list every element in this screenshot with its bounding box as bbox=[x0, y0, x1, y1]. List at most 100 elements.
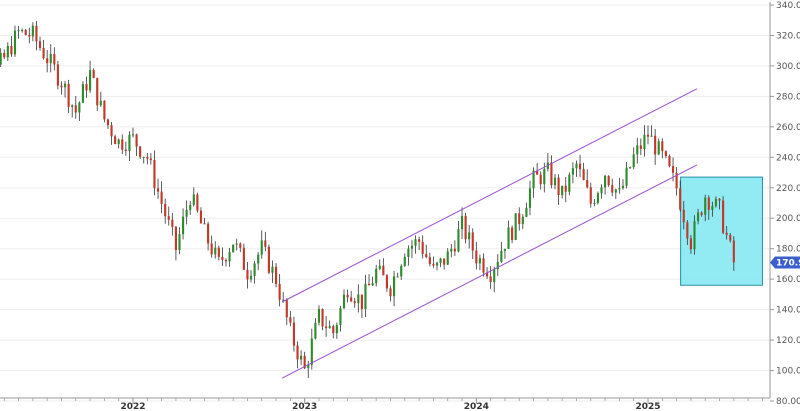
candle-body bbox=[210, 243, 213, 255]
y-tick-label: 240.00 bbox=[776, 153, 800, 163]
y-tick-label: 100.00 bbox=[776, 367, 800, 377]
candle-body bbox=[103, 100, 106, 120]
candle-body bbox=[396, 276, 399, 278]
candle-body bbox=[239, 243, 242, 248]
candle-body bbox=[475, 250, 478, 264]
x-tick-label: 2025 bbox=[635, 402, 660, 411]
candle-body bbox=[278, 283, 281, 300]
candle-body bbox=[457, 229, 460, 252]
candle-body bbox=[646, 134, 650, 137]
candle-body bbox=[707, 197, 710, 210]
candle-body bbox=[314, 322, 317, 339]
candle-body bbox=[393, 276, 396, 297]
candle-body bbox=[146, 156, 149, 159]
candle-body bbox=[13, 30, 17, 55]
candle-body bbox=[153, 160, 156, 189]
candle-body bbox=[56, 64, 59, 86]
candle-body bbox=[425, 253, 428, 258]
candle-body bbox=[382, 265, 385, 276]
candle-body bbox=[156, 188, 160, 192]
candle-body bbox=[593, 202, 596, 204]
candle-body bbox=[611, 185, 614, 193]
candle-body bbox=[214, 247, 217, 255]
candle-body bbox=[96, 77, 99, 106]
candle-body bbox=[289, 317, 292, 323]
x-tick-label: 2022 bbox=[120, 402, 145, 411]
candle-body bbox=[614, 189, 617, 193]
candle-body bbox=[450, 248, 453, 252]
candle-body bbox=[228, 252, 231, 262]
candle-body bbox=[307, 364, 310, 369]
candle-body bbox=[74, 105, 77, 113]
candle-body bbox=[550, 162, 553, 186]
candle-body bbox=[339, 308, 342, 326]
candle-body bbox=[328, 326, 331, 329]
candle-body bbox=[568, 174, 571, 192]
candle-body bbox=[174, 226, 177, 250]
candle-body bbox=[81, 84, 85, 103]
candle-body bbox=[636, 145, 639, 155]
candle-body bbox=[71, 105, 74, 107]
candle-body bbox=[181, 216, 185, 235]
candle-body bbox=[732, 240, 735, 263]
candle-body bbox=[121, 139, 124, 150]
candle-body bbox=[249, 275, 253, 280]
candle-body bbox=[596, 193, 600, 203]
candle-body bbox=[203, 223, 206, 225]
candle-body bbox=[654, 135, 657, 155]
candle-body bbox=[418, 239, 421, 242]
candle-body bbox=[253, 263, 256, 276]
candle-body bbox=[110, 125, 113, 137]
candle-body bbox=[657, 141, 660, 155]
y-tick-label: 120.00 bbox=[776, 336, 800, 346]
candle-body bbox=[600, 187, 603, 194]
candle-body bbox=[38, 41, 42, 48]
candle-body bbox=[503, 248, 507, 251]
candle-body bbox=[267, 246, 270, 273]
candle-body bbox=[553, 177, 557, 186]
y-tick-label: 320.00 bbox=[776, 31, 800, 41]
y-tick-label: 220.00 bbox=[776, 184, 800, 194]
candle-body bbox=[49, 54, 52, 64]
candle-body bbox=[85, 84, 88, 91]
candle-body bbox=[621, 185, 625, 189]
trend-channel bbox=[281, 88, 698, 379]
y-tick-label: 160.00 bbox=[776, 275, 800, 285]
candle-body bbox=[89, 70, 92, 91]
candle-body bbox=[607, 175, 610, 186]
candle-body bbox=[164, 203, 167, 217]
candle-body bbox=[525, 207, 528, 217]
y-tick-label: 340.00 bbox=[776, 1, 800, 11]
grid-layer bbox=[0, 4, 770, 402]
candle-body bbox=[106, 119, 110, 126]
candle-body bbox=[192, 194, 195, 205]
candle-body bbox=[260, 240, 263, 255]
candle-body bbox=[711, 206, 714, 210]
candle-body bbox=[414, 239, 417, 246]
candle-body bbox=[167, 216, 170, 220]
candle-body bbox=[189, 204, 192, 210]
candle-body bbox=[235, 243, 238, 245]
candle-body bbox=[135, 134, 138, 147]
y-tick-label: 260.00 bbox=[776, 123, 800, 133]
candle-body bbox=[332, 326, 335, 334]
candle-body bbox=[578, 163, 582, 170]
candle-body bbox=[460, 215, 464, 230]
candle-body bbox=[185, 209, 188, 217]
candle-body bbox=[700, 212, 703, 215]
candle-body bbox=[561, 185, 564, 196]
highlight-layer bbox=[680, 176, 763, 286]
candle-body bbox=[360, 294, 363, 310]
candle-body bbox=[142, 156, 145, 158]
candle-body bbox=[586, 179, 589, 188]
candle-body bbox=[346, 294, 349, 298]
candle-body bbox=[722, 200, 725, 233]
candle-body bbox=[643, 134, 646, 149]
candle-body bbox=[128, 134, 131, 152]
candle-body bbox=[632, 154, 635, 168]
candle-body bbox=[443, 258, 446, 265]
candle-body bbox=[375, 268, 378, 284]
candle-body bbox=[410, 245, 414, 249]
candle-body bbox=[117, 139, 120, 145]
candle-body bbox=[407, 248, 410, 257]
